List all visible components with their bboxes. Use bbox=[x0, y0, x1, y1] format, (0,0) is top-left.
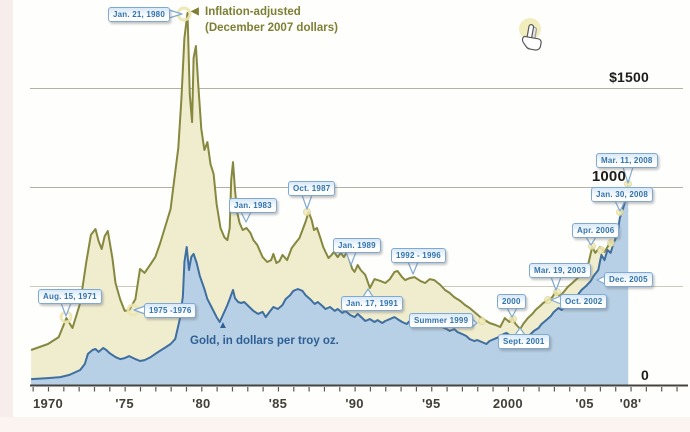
callout-jan-21-1980: Jan. 21, 1980 bbox=[108, 7, 170, 22]
callout-oct-1987: Oct. 1987 bbox=[288, 181, 336, 196]
callout-mar-11-2008: Mar. 11, 2008 bbox=[596, 153, 658, 168]
x-axis-label-2000: 2000 bbox=[492, 396, 523, 411]
y-axis-label-1000: 1000 bbox=[591, 168, 626, 185]
y-axis-label-0: 0 bbox=[641, 367, 649, 383]
callout-apr-2006: Apr. 2006 bbox=[572, 223, 620, 238]
left-arrow-icon: ◀ bbox=[191, 6, 199, 17]
inflation-adjusted-area bbox=[31, 13, 629, 385]
callout-tail-2000 bbox=[506, 307, 518, 318]
cursor-hand-shape bbox=[521, 35, 542, 51]
up-arrow-icon: ▲ bbox=[218, 320, 228, 331]
x-axis-label-1980: '80 bbox=[192, 396, 211, 411]
inflation-adjusted-series-label: ◀ Inflation-adjusted (December 2007 doll… bbox=[191, 6, 351, 42]
callout-tail-1992-1996 bbox=[407, 261, 419, 275]
nominal-gold-area bbox=[31, 186, 629, 385]
inflation-label-line1: Inflation-adjusted bbox=[205, 6, 301, 18]
event-marker-dot bbox=[478, 317, 486, 325]
callout-summer-1999: Summer 1999 bbox=[409, 313, 474, 328]
x-axis-label-1990: '90 bbox=[345, 396, 364, 411]
event-marker-dot bbox=[509, 315, 517, 323]
nominal-gold-line bbox=[31, 185, 630, 381]
callout-2000: 2000 bbox=[497, 294, 526, 309]
callout-1992-1996: 1992 - 1996 bbox=[391, 248, 446, 263]
callout-tail-jan-1983 bbox=[240, 211, 252, 223]
callout-mar-19-2003: Mar. 19, 2003 bbox=[529, 263, 591, 278]
page-bottom-border bbox=[0, 417, 690, 432]
callout-aug-15-1971: Aug. 15, 1971 bbox=[38, 289, 102, 304]
event-marker-dot bbox=[553, 288, 561, 296]
callout-tail-mar-19-2003 bbox=[550, 276, 562, 291]
inflation-label-line2: (December 2007 dollars) bbox=[205, 22, 338, 34]
page-left-border bbox=[0, 0, 13, 432]
x-axis-label-1995: '95 bbox=[422, 396, 441, 411]
callout-tail-oct-1987 bbox=[301, 194, 313, 210]
event-marker-dot bbox=[597, 246, 605, 254]
callout-1975-1976: 1975 -1976 bbox=[144, 303, 197, 318]
callout-jan-1989: Jan. 1989 bbox=[333, 238, 381, 253]
callout-jan-17-1991: Jan. 17, 1991 bbox=[341, 296, 403, 311]
callout-oct-2002: Oct. 2002 bbox=[560, 294, 608, 309]
callout-dec-2005: Dec. 2005 bbox=[604, 272, 653, 287]
x-axis-label-1970: 1970 bbox=[32, 396, 64, 411]
event-marker-dot bbox=[607, 239, 615, 247]
x-axis-label-1985: '85 bbox=[268, 396, 288, 411]
inflation-adjusted-line bbox=[30, 12, 630, 351]
x-axis-label-1975: '75 bbox=[115, 396, 134, 411]
callout-jan-1983: Jan. 1983 bbox=[229, 198, 277, 213]
y-axis-label-1500: $1500 bbox=[609, 69, 649, 85]
cursor-hand-icon bbox=[521, 24, 542, 51]
callout-jan-30-2008: Jan. 30, 2008 bbox=[591, 187, 653, 202]
x-axis-label-2008: '08' bbox=[619, 396, 642, 411]
x-axis-label-2005: '05 bbox=[575, 396, 594, 411]
callout-sept-2001: Sept. 2001 bbox=[498, 334, 550, 349]
gold-series-label: Gold, in dollars per troy oz. bbox=[190, 335, 339, 347]
